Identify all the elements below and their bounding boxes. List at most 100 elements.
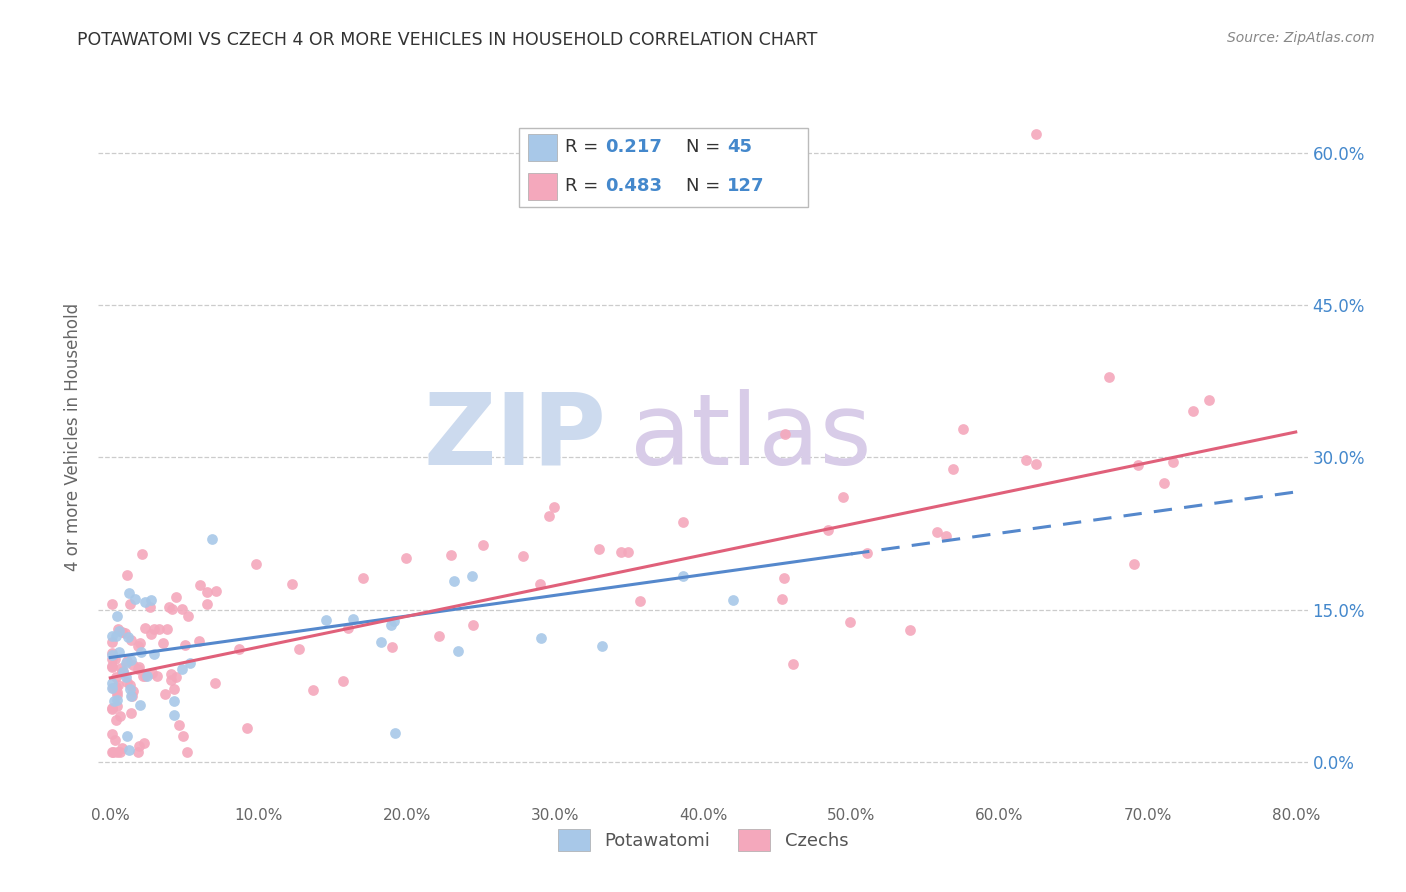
Point [163,694,186,708]
Point [382,614,405,628]
Point [134,621,156,635]
Point [1181,403,1204,417]
Point [172,601,194,615]
Point [337,621,360,635]
Point [131,547,153,561]
Point [204,583,226,598]
Point [617,545,640,559]
Point [927,524,949,539]
Point [142,648,165,662]
Point [111,741,134,756]
Point [236,721,259,735]
Point [152,636,174,650]
Point [461,617,484,632]
Point [129,645,152,659]
Text: 0.483: 0.483 [606,178,662,195]
Text: R =: R = [565,178,605,195]
Point [610,545,633,559]
Point [105,688,128,702]
Point [100,651,122,665]
Point [117,630,139,644]
Point [139,593,162,607]
Point [112,665,135,679]
Point [942,461,965,475]
Point [471,538,494,552]
Point [101,745,124,759]
Point [530,632,553,646]
Point [136,669,159,683]
Point [121,689,143,703]
Point [538,508,561,523]
Point [176,745,198,759]
Point [188,633,211,648]
Point [160,667,183,681]
Point [672,569,695,583]
Point [156,622,179,636]
Point [1014,453,1036,467]
Point [105,680,128,694]
Point [204,676,226,690]
Point [100,658,122,673]
Point [132,669,155,683]
Text: R =: R = [565,137,605,155]
Point [127,662,149,676]
Text: N =: N = [686,178,727,195]
Point [111,665,134,680]
Point [773,571,796,585]
Point [591,640,613,654]
Point [120,633,142,648]
Point [101,629,124,643]
Point [773,427,796,442]
Point [443,574,465,589]
Point [122,683,145,698]
Point [201,532,224,546]
Point [139,627,162,641]
Point [1198,393,1220,408]
Point [104,652,127,666]
Point [352,571,374,585]
Point [105,685,128,699]
Point [315,614,337,628]
Point [628,593,651,607]
Point [118,682,141,697]
Point [146,669,169,683]
Text: atlas: atlas [630,389,872,485]
Point [101,681,124,695]
Point [177,608,200,623]
Point [124,592,146,607]
Point [952,422,974,436]
Point [114,670,136,684]
Point [723,593,745,607]
Point [228,641,250,656]
Point [148,622,170,636]
Point [370,635,392,649]
Point [461,569,484,583]
Point [127,639,149,653]
Point [512,549,534,563]
Text: Source: ZipAtlas.com: Source: ZipAtlas.com [1227,31,1375,45]
Point [832,490,855,504]
Point [107,622,129,636]
Point [153,687,176,701]
Point [101,676,124,690]
Point [1153,475,1175,490]
Point [111,664,134,678]
Point [188,578,211,592]
Point [101,635,124,649]
Point [173,638,195,652]
Point [105,629,128,643]
Point [1098,369,1121,384]
Point [172,729,194,743]
Point [115,674,138,689]
FancyBboxPatch shape [519,128,808,207]
Point [134,669,156,683]
Point [302,682,325,697]
Point [115,568,138,582]
Point [384,726,406,740]
Point [107,678,129,692]
Legend: Potawatomi, Czechs: Potawatomi, Czechs [548,820,858,860]
Point [120,706,142,720]
Point [100,646,122,660]
Point [100,660,122,674]
Point [104,671,127,685]
